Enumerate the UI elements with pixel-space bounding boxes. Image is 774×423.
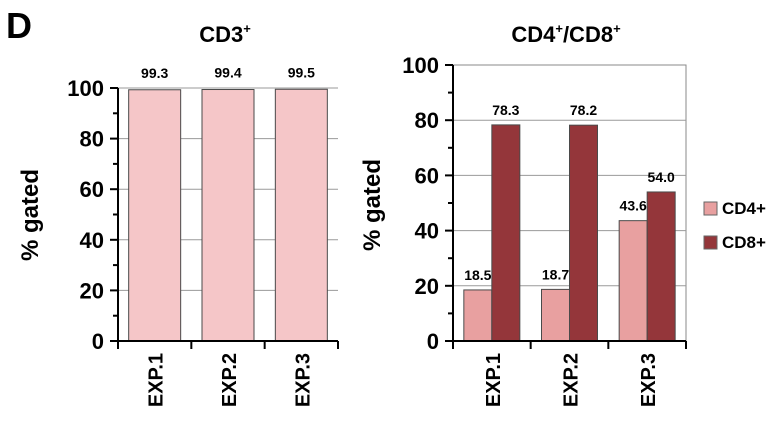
- chart2-bar-cd4: [618, 220, 648, 342]
- chart2-x-tick-label: EXP.2: [561, 353, 583, 407]
- legend: CD4+ CD8+: [703, 199, 766, 252]
- chart2-y-tick-label: 40: [415, 219, 439, 244]
- chart1-bar: [274, 88, 328, 342]
- chart1-plot: 99.3 99.4 99.5 0 20 40 60 80 100 EXP.1 EXP.2 EXP.3: [67, 64, 339, 407]
- chart1-x-tick-label: EXP.3: [292, 353, 314, 407]
- chart2-title-sup1: +: [555, 21, 563, 36]
- chart1-title-main: CD3: [199, 22, 243, 47]
- legend-swatch-cd4: [703, 201, 718, 216]
- legend-swatch-cd8: [703, 235, 718, 250]
- chart2-title: CD4+/CD8+: [511, 21, 621, 47]
- chart2-title-part2: /CD8: [563, 22, 613, 47]
- chart1-ylabel: % gated: [17, 169, 44, 261]
- chart1-y-tick-label: 0: [92, 329, 104, 354]
- chart2-bar-cd4: [541, 288, 570, 342]
- chart1-bar: [201, 89, 255, 342]
- chart2-data-label: 18.7: [542, 266, 569, 282]
- chart1-y-tick-label: 60: [80, 177, 104, 202]
- chart2-data-label: 78.3: [492, 102, 519, 118]
- chart2-bar-cd4: [463, 289, 493, 342]
- chart2-y-tick-label: 80: [415, 108, 439, 133]
- chart1-data-label: 99.5: [288, 64, 315, 80]
- chart2-y-tick-label: 60: [415, 163, 439, 188]
- chart2-bar-cd8: [646, 191, 676, 342]
- chart2-y-tick-label: 20: [415, 274, 439, 299]
- chart1-y-tick-label: 20: [80, 278, 104, 303]
- panel-label: D: [6, 5, 32, 46]
- chart1-x-tick-label: EXP.2: [219, 353, 241, 407]
- chart2-data-label: 78.2: [570, 102, 597, 118]
- chart2-data-label: 43.6: [620, 198, 647, 214]
- chart1-y-tick-label: 80: [80, 127, 104, 152]
- chart2-title-sup2: +: [613, 21, 621, 36]
- chart2-title-part1: CD4: [511, 22, 556, 47]
- chart1-y-tick-label: 100: [67, 76, 104, 101]
- chart2-data-label: 54.0: [648, 169, 675, 185]
- chart2-x-tick-label: EXP.1: [483, 353, 505, 407]
- chart1-y-tick-label: 40: [80, 228, 104, 253]
- chart2-bar-cd8: [491, 124, 521, 342]
- chart2-bar-cd8: [569, 124, 598, 342]
- legend-label-cd4: CD4+: [722, 199, 766, 218]
- chart2-x-tick-label: EXP.3: [638, 353, 660, 407]
- chart1-title: CD3+: [199, 21, 251, 47]
- chart1-data-label: 99.3: [141, 65, 168, 81]
- chart1-x-tick-label: EXP.1: [146, 353, 168, 407]
- chart2-plot: 18.5 18.7 43.6 78.3 78.2 54.0 0 20 40 60 80 100 EXP.…: [402, 53, 687, 407]
- chart2-y-tick-label: 100: [402, 53, 439, 78]
- chart1-bar: [128, 89, 182, 342]
- chart2-ylabel: % gated: [359, 159, 386, 251]
- chart1-data-label: 99.4: [214, 65, 241, 81]
- chart2-y-tick-label: 0: [427, 329, 439, 354]
- chart1-title-sup: +: [243, 21, 251, 36]
- legend-label-cd8: CD8+: [722, 233, 766, 252]
- chart2-data-label: 18.5: [464, 267, 491, 283]
